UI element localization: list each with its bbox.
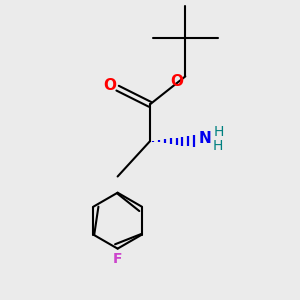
Text: N: N <box>199 131 211 146</box>
Text: O: O <box>103 78 116 93</box>
Text: H: H <box>214 125 224 139</box>
Text: F: F <box>113 252 122 266</box>
Text: O: O <box>171 74 184 89</box>
Text: H: H <box>213 140 224 154</box>
